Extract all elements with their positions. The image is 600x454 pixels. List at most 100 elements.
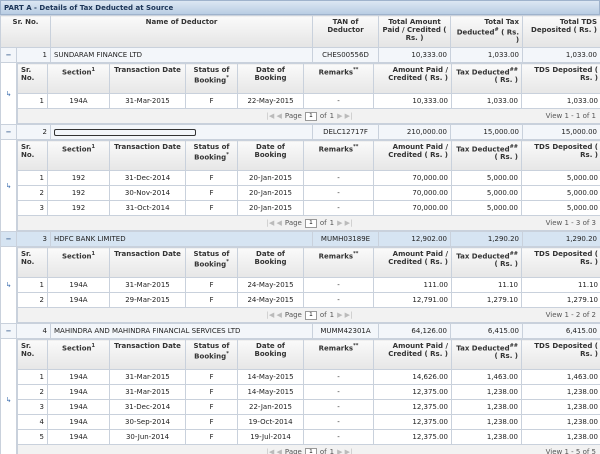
transaction-cell: 4 bbox=[17, 414, 48, 430]
deductor-name: HDFC BANK LIMITED bbox=[50, 231, 314, 247]
expand-arrow: ↳ bbox=[0, 246, 17, 324]
deductor-sr: 3 bbox=[15, 231, 52, 247]
sub-header-cell: Status of Booking* bbox=[185, 63, 238, 94]
header-cell: Total Tax Deducted# ( Rs. ) bbox=[450, 15, 524, 48]
page-input[interactable]: 1 bbox=[304, 111, 317, 121]
transaction-cell: 3 bbox=[17, 200, 48, 216]
page-count: 1 bbox=[329, 219, 335, 227]
header-text: Tax Deducted bbox=[456, 68, 510, 77]
transaction-cell: 30-Sep-2014 bbox=[109, 414, 186, 430]
sub-header-cell: Date of Booking bbox=[237, 247, 304, 278]
toggle[interactable]: − bbox=[0, 47, 17, 63]
sub-header-cell: Sr. No. bbox=[17, 63, 48, 94]
page-input[interactable]: 1 bbox=[304, 447, 317, 454]
toggle[interactable]: − bbox=[0, 323, 17, 339]
toggle[interactable]: − bbox=[0, 124, 17, 140]
header-sup: # bbox=[494, 27, 499, 33]
sub-header-cell: Transaction Date bbox=[109, 339, 186, 370]
header-sup: * bbox=[226, 75, 229, 81]
header-sup: ** bbox=[353, 67, 359, 73]
sub-header-cell: Amount Paid / Credited ( Rs. ) bbox=[373, 247, 452, 278]
sub-header-cell: Transaction Date bbox=[109, 140, 186, 171]
header-text: Sr. No. bbox=[21, 143, 35, 159]
header-sup: 1 bbox=[91, 343, 95, 349]
sub-header-cell: Tax Deducted## ( Rs. ) bbox=[451, 339, 522, 370]
transaction-cell: 31-Mar-2015 bbox=[109, 277, 186, 293]
page-input[interactable]: 1 bbox=[304, 310, 317, 320]
transaction-cell: - bbox=[303, 200, 374, 216]
transaction-cell: 1,238.00 bbox=[521, 414, 600, 430]
header-cell: Sr. No. bbox=[0, 15, 52, 48]
pager-nav: |◀ ◀ bbox=[266, 112, 282, 120]
expand-arrow: ↳ bbox=[0, 62, 17, 125]
header-sup: ** bbox=[353, 343, 359, 349]
deductor-tan: DELC12717F bbox=[312, 124, 380, 140]
transaction-cell: 194A bbox=[47, 277, 110, 293]
toggle[interactable]: − bbox=[0, 231, 17, 247]
header-text: TDS Deposited ( Rs. ) bbox=[534, 143, 598, 159]
sub-header-cell: Status of Booking* bbox=[185, 247, 238, 278]
header-sup: 1 bbox=[91, 251, 95, 257]
page-count: 1 bbox=[329, 112, 335, 120]
detail-cell: Sr. No. Section1 Transaction Date Status of… bbox=[17, 63, 600, 125]
transaction-row: 1 194A 31-Mar-2015 F 22-May-2015-10,333.00 1,… bbox=[17, 93, 600, 109]
pager-nav: ▶ ▶| bbox=[337, 219, 353, 227]
header-sup: ## bbox=[509, 144, 518, 150]
transaction-row: 4 194A 30-Sep-2014 F 19-Oct-2014-12,375.00 1,… bbox=[17, 414, 600, 430]
transaction-cell: 12,375.00 bbox=[373, 399, 452, 415]
sub-header-cell: Amount Paid / Credited ( Rs. ) bbox=[373, 339, 452, 370]
header-text: Remarks bbox=[318, 344, 354, 353]
pager-nav: |◀ ◀ bbox=[266, 219, 282, 227]
deductor-amount: 64,126.00 bbox=[378, 323, 452, 339]
deductor-tds: 1,290.20 bbox=[522, 231, 600, 247]
pager-cell: |◀ ◀ Page 1 of 1 ▶ ▶| View 1 - 2 of 2 bbox=[17, 307, 600, 323]
deductor-row: −3 HDFC BANK LIMITED MUMH03189E 12,902.00 1,… bbox=[0, 231, 600, 247]
transaction-cell: 14,626.00 bbox=[373, 369, 452, 385]
transaction-cell: - bbox=[303, 292, 374, 308]
view-count: View 1 - 5 of 5 bbox=[545, 448, 596, 454]
header-cell: Total Amount Paid / Credited ( Rs. ) bbox=[378, 15, 452, 48]
sub-header-cell: Section1 bbox=[47, 63, 110, 94]
transaction-cell: 12,791.00 bbox=[373, 292, 452, 308]
page-input[interactable]: 1 bbox=[304, 218, 317, 228]
header-text: Date of Booking bbox=[254, 250, 287, 266]
pager-of: of bbox=[319, 219, 327, 227]
page-count: 1 bbox=[329, 311, 335, 319]
transaction-cell: 1,238.00 bbox=[451, 429, 522, 445]
header-text: Section bbox=[62, 344, 92, 353]
transaction-row: 5 194A 30-Jun-2014 F 19-Jul-2014-12,375.00 1,… bbox=[17, 429, 600, 445]
transaction-cell: 5,000.00 bbox=[521, 170, 600, 186]
transaction-cell: 30-Jun-2014 bbox=[109, 429, 186, 445]
deductor-tax: 1,033.00 bbox=[450, 47, 524, 63]
pager: |◀ ◀ Page 1 of 1 ▶ ▶| View 1 - 3 of 3 bbox=[21, 218, 598, 228]
transaction-cell: 11.10 bbox=[451, 277, 522, 293]
header-text: TDS Deposited ( Rs. ) bbox=[534, 66, 598, 82]
transaction-table: Sr. No. Section1 Transaction Date Status of… bbox=[17, 63, 600, 124]
header-cell: TAN of Deductor bbox=[312, 15, 380, 48]
detail-cell: Sr. No. Section1 Transaction Date Status of… bbox=[17, 140, 600, 232]
deductor-tds: 1,033.00 bbox=[522, 47, 600, 63]
transaction-cell: 2 bbox=[17, 292, 48, 308]
transaction-row: 1 194A 31-Mar-2015 F 14-May-2015-14,626.00 1,… bbox=[17, 369, 600, 385]
transaction-cell: 31-Dec-2014 bbox=[109, 399, 186, 415]
header-text: Total TDS Deposited ( Rs. ) bbox=[531, 18, 598, 34]
transaction-cell: 20-Jan-2015 bbox=[237, 185, 304, 201]
page-count: 1 bbox=[329, 448, 335, 454]
pager-cell: |◀ ◀ Page 1 of 1 ▶ ▶| View 1 - 3 of 3 bbox=[17, 215, 600, 231]
sub-header-cell: Status of Booking* bbox=[185, 339, 238, 370]
header-row: Sr. No. Name of Deductor TAN of Deductor To… bbox=[0, 15, 600, 48]
transaction-cell: F bbox=[185, 200, 238, 216]
pager-row: |◀ ◀ Page 1 of 1 ▶ ▶| View 1 - 1 of 1 bbox=[17, 108, 600, 124]
header-sup: * bbox=[226, 152, 229, 158]
header-text: Transaction Date bbox=[114, 143, 181, 151]
pager-of: of bbox=[319, 112, 327, 120]
detail-row: ↳ Sr. No. Section1 Transaction Date Status o… bbox=[0, 139, 600, 232]
header-text: Section bbox=[62, 68, 92, 77]
header-text: Tax Deducted bbox=[456, 344, 510, 353]
transaction-cell: - bbox=[303, 93, 374, 109]
header-text: Total Tax Deducted bbox=[456, 18, 520, 37]
transaction-cell: 194A bbox=[47, 369, 110, 385]
pager-label: Page bbox=[284, 219, 302, 227]
header-text: ( Rs. ) bbox=[501, 28, 520, 45]
transaction-cell: 1,033.00 bbox=[521, 93, 600, 109]
